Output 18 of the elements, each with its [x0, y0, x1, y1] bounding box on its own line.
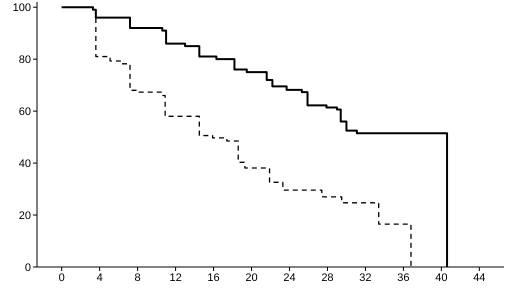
x-tick-label: 44 [473, 272, 486, 284]
y-tick-label: 40 [18, 158, 31, 170]
x-tick-label: 36 [397, 272, 410, 284]
y-tick-label: 60 [18, 106, 31, 118]
x-tick-label: 40 [435, 272, 448, 284]
y-tick-label: 100 [12, 2, 31, 14]
y-tick-label: 80 [18, 54, 31, 66]
x-tick-label: 20 [245, 272, 258, 284]
x-tick-label: 16 [207, 272, 220, 284]
x-tick-label: 24 [283, 272, 296, 284]
x-tick-label: 32 [359, 272, 372, 284]
y-tick-label: 0 [24, 262, 31, 274]
x-tick-label: 0 [58, 272, 65, 284]
x-tick-label: 28 [321, 272, 334, 284]
x-tick-label: 12 [169, 272, 182, 284]
y-tick-label: 20 [18, 210, 31, 222]
x-tick-label: 4 [96, 272, 103, 284]
x-tick-label: 8 [134, 272, 141, 284]
